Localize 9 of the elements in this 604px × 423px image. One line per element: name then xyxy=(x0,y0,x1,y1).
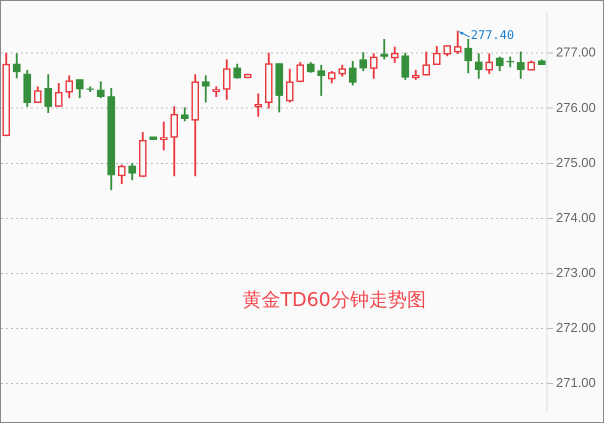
y-tick-label: 271.00 xyxy=(556,375,596,390)
y-tick-label: 276.00 xyxy=(556,100,596,115)
y-tick-label: 277.00 xyxy=(556,44,596,60)
annotation: 277.40 xyxy=(470,28,514,42)
y-tick-label: 274.00 xyxy=(556,210,596,225)
y-tick-label: 275.00 xyxy=(556,154,596,170)
text: 黄金TD60分钟走势图 xyxy=(242,288,426,311)
y-tick-label: 273.00 xyxy=(556,265,596,280)
y-tick-label: 272.00 xyxy=(556,320,596,336)
